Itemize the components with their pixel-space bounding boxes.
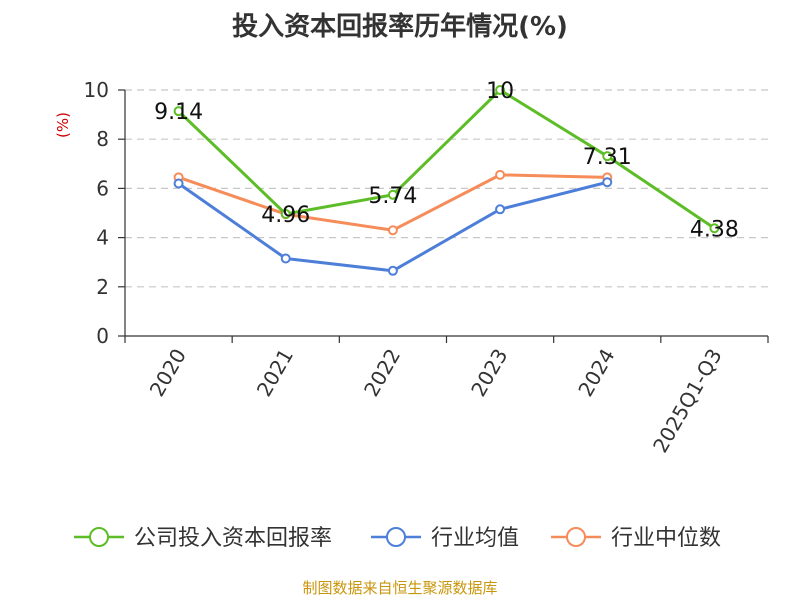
source-note: 制图数据来自恒生聚源数据库 — [302, 579, 498, 597]
data-label: 5.74 — [368, 184, 417, 209]
y-tick-label: 2 — [96, 275, 109, 299]
x-tick-label: 2021 — [252, 345, 298, 401]
data-label: 4.96 — [261, 203, 310, 228]
y-tick-label: 8 — [96, 127, 109, 151]
data-point — [173, 106, 184, 117]
data-label: 7.31 — [583, 145, 632, 170]
y-tick-label: 10 — [84, 78, 109, 102]
x-tick-label: 2025Q1-Q3 — [648, 345, 727, 457]
data-point — [495, 169, 506, 180]
data-label: 9.14 — [154, 100, 203, 125]
y-tick-label: 6 — [96, 176, 109, 200]
data-point — [280, 208, 291, 219]
y-axis-label: (%) — [54, 112, 72, 138]
x-tick-label: 2023 — [466, 345, 512, 401]
data-point — [709, 223, 720, 234]
data-point — [602, 177, 613, 188]
x-tick-label: 2022 — [359, 345, 405, 401]
legend-swatch-marker — [89, 527, 109, 547]
chart-title: 投入资本回报率历年情况(%) — [232, 12, 568, 42]
data-point — [495, 204, 506, 215]
legend-label: 公司投入资本回报率 — [134, 526, 332, 551]
data-point — [387, 265, 398, 276]
legend-swatch-marker — [386, 527, 406, 547]
y-tick-label: 4 — [96, 226, 109, 250]
series-line — [177, 88, 716, 230]
data-point — [495, 85, 506, 95]
data-label: 10 — [486, 79, 514, 104]
legend-label: 行业中位数 — [611, 526, 721, 551]
data-label: 4.38 — [690, 217, 739, 242]
legend-swatch-marker — [566, 527, 586, 547]
data-point — [387, 225, 398, 236]
x-tick-label: 2020 — [145, 345, 191, 401]
data-point — [173, 178, 184, 189]
data-point — [602, 151, 613, 162]
legend-label: 行业均值 — [431, 526, 519, 551]
y-tick-label: 0 — [96, 324, 109, 348]
data-point — [387, 189, 398, 200]
x-tick-label: 2024 — [573, 345, 619, 401]
data-point — [280, 253, 291, 264]
